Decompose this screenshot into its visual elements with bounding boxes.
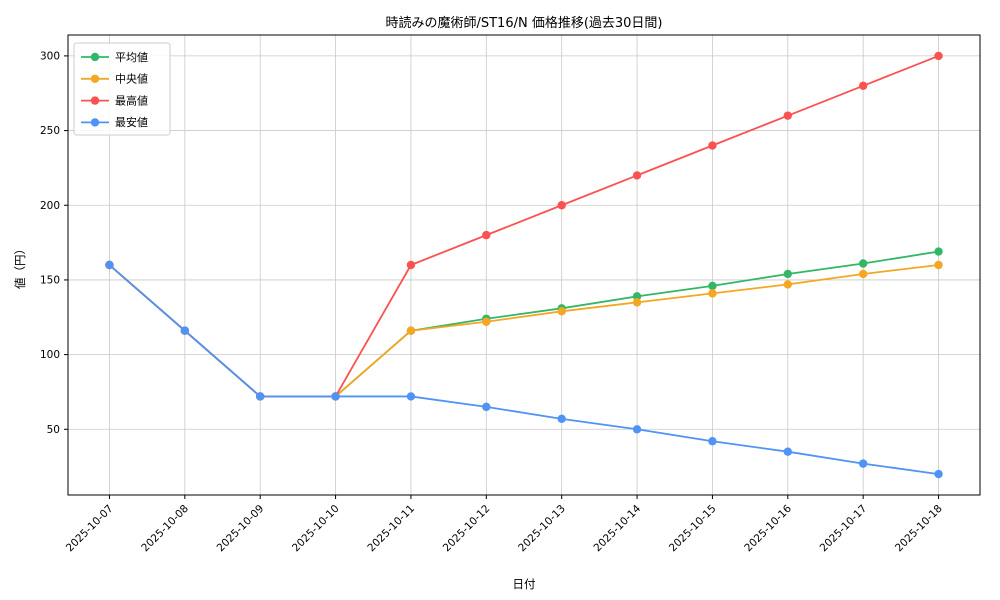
data-point-marker — [482, 317, 491, 326]
x-tick-label: 2025-10-14 — [592, 502, 644, 554]
plot-border — [67, 34, 981, 496]
data-point-marker — [783, 447, 793, 456]
y-tick-label: 300 — [40, 50, 60, 62]
data-point-marker — [783, 111, 793, 120]
legend-label: 最安値 — [115, 115, 148, 129]
legend-label: 中央値 — [115, 73, 148, 86]
chart-title: 時読みの魔術師/ST16/N 価格推移(過去30日間) — [385, 16, 663, 31]
data-point-marker — [783, 280, 793, 289]
data-point-marker — [406, 260, 416, 270]
data-point-marker — [708, 281, 717, 291]
data-point-marker — [406, 392, 416, 401]
data-point-marker — [708, 289, 717, 298]
data-point-marker — [858, 459, 868, 468]
data-point-marker — [934, 247, 943, 256]
data-point-marker — [858, 269, 868, 279]
series-1 — [105, 260, 943, 401]
x-tick-label: 2025-10-18 — [893, 503, 945, 555]
data-point-marker — [482, 230, 491, 240]
x-tick-label: 2025-10-12 — [441, 503, 493, 555]
data-point-marker — [557, 307, 566, 316]
axis-ticks: 50 100 150 200 250 300 2025-10-07 2025-10-08 202… — [40, 50, 945, 554]
y-tick-label: 100 — [40, 349, 60, 361]
data-point-marker — [406, 326, 416, 335]
data-point-marker — [557, 201, 566, 210]
data-point-marker — [708, 141, 717, 150]
data-point-marker — [934, 469, 943, 479]
data-point-marker — [632, 171, 642, 180]
y-tick-label: 150 — [40, 274, 60, 286]
legend-box — [73, 42, 171, 136]
y-tick-label: 250 — [40, 125, 60, 137]
series-line — [108, 264, 940, 475]
x-tick-label: 2025-10-09 — [215, 503, 267, 555]
data-point-marker — [934, 51, 943, 61]
data-point-marker — [708, 437, 717, 446]
data-point-marker — [783, 269, 793, 279]
data-point-marker — [105, 260, 114, 270]
data-point-marker — [331, 392, 340, 401]
x-tick-label: 2025-10-15 — [667, 503, 719, 555]
series-line — [108, 250, 940, 398]
x-tick-label: 2025-10-17 — [818, 503, 870, 555]
y-tick-label: 50 — [47, 424, 60, 436]
data-point-marker — [934, 260, 943, 270]
series-2 — [105, 51, 943, 401]
legend-label: 最高値 — [115, 93, 148, 107]
data-point-marker — [557, 414, 566, 424]
gridlines — [68, 35, 980, 495]
data-point-marker — [632, 292, 642, 301]
y-axis-label: 値（円） — [13, 243, 27, 289]
data-point-marker — [255, 392, 265, 401]
legend-marker — [90, 118, 100, 127]
legend-marker — [90, 74, 100, 84]
x-tick-label: 2025-10-11 — [365, 503, 417, 555]
series-3 — [105, 260, 943, 479]
data-point-marker — [632, 298, 642, 307]
data-point-marker — [632, 425, 642, 434]
x-tick-label: 2025-10-10 — [290, 503, 342, 555]
x-axis-label: 日付 — [512, 577, 536, 591]
legend-marker — [90, 96, 100, 105]
series-line — [108, 55, 940, 398]
series-line — [108, 264, 940, 398]
legend-marker — [90, 52, 100, 62]
legend-label: 平均値 — [115, 51, 148, 64]
data-point-marker — [858, 81, 868, 90]
y-tick-label: 200 — [40, 200, 60, 212]
series-0 — [105, 247, 943, 401]
x-tick-label: 2025-10-13 — [516, 503, 568, 555]
data-point-marker — [858, 259, 868, 268]
x-tick-label: 2025-10-16 — [742, 502, 794, 554]
data-point-marker — [180, 326, 190, 335]
data-point-marker — [482, 402, 491, 412]
x-tick-label: 2025-10-07 — [64, 503, 116, 555]
x-tick-label: 2025-10-08 — [139, 503, 191, 555]
